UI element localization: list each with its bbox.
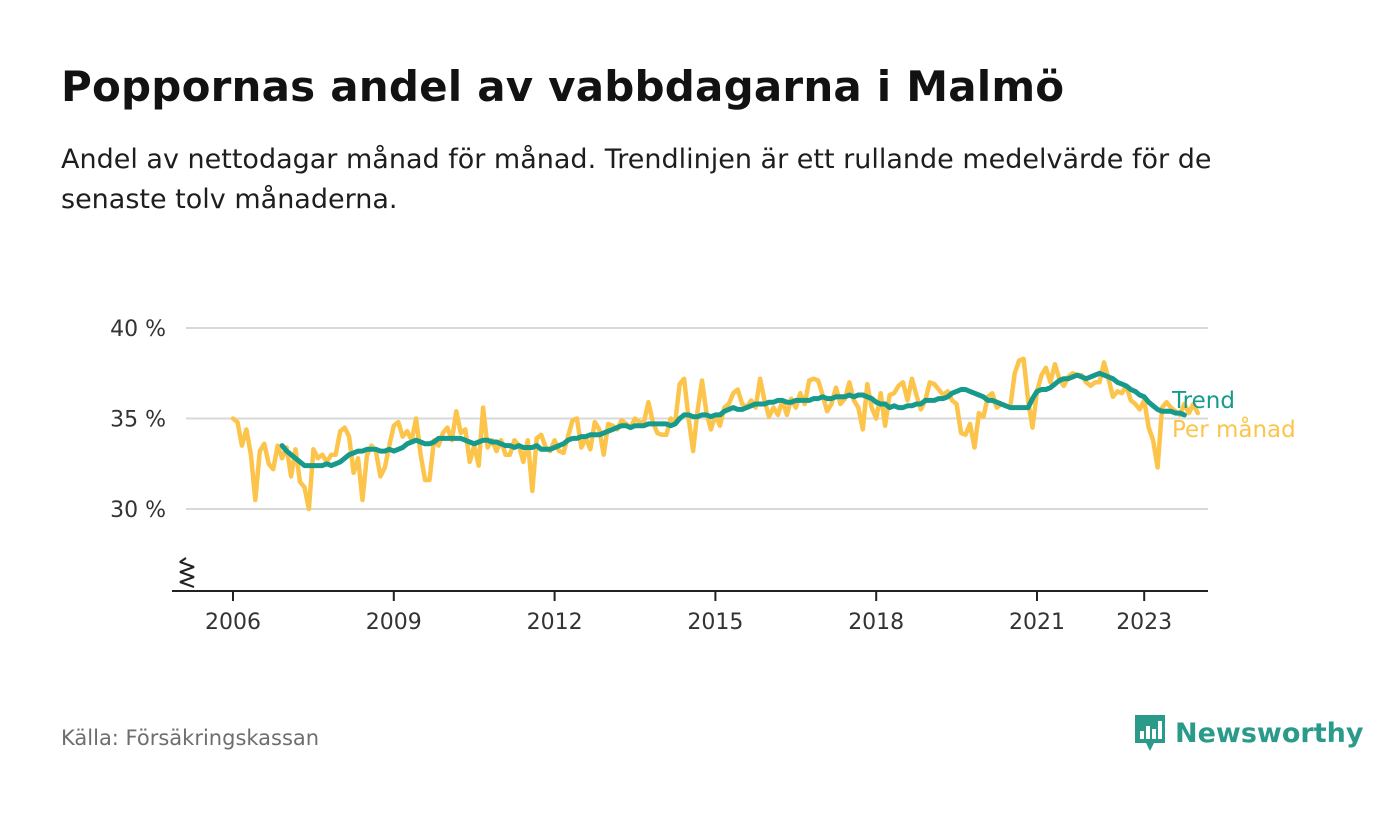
y-tick-label: 35 % [110,408,166,433]
brand-name: Newsworthy [1175,717,1364,749]
x-tick-label: 2023 [1116,610,1172,635]
x-tick-label: 2009 [366,610,422,635]
series-line-trend [279,370,1187,469]
brand-logo[interactable]: Newsworthy [1133,712,1363,754]
series-label-monthly: Per månad [1172,415,1296,443]
x-tick-label: 2021 [1009,610,1065,635]
newsworthy-logo-icon [1135,715,1165,751]
axis-break-icon [179,557,195,588]
series-label-trend: Trend [1171,388,1235,414]
x-tick-label: 2006 [205,610,261,635]
x-tick-label: 2015 [687,610,743,635]
axes: 30 % 35 % 40 % 2006 2009 2012 2015 2018 2021 2023 [110,317,1208,635]
series-line-monthly [230,356,1201,512]
x-tick-label: 2012 [527,610,583,635]
chart-title: Poppornas andel av vabbdagarna i Malmö [61,62,1065,111]
source-note: Källa: Försäkringskassan [61,726,320,750]
x-tick-label: 2018 [848,610,904,635]
chart-subtitle: Andel av nettodagar månad för månad. Tre… [61,144,1212,215]
y-tick-label: 40 % [110,317,166,342]
series-lines [230,356,1201,512]
y-tick-label: 30 % [110,498,166,523]
